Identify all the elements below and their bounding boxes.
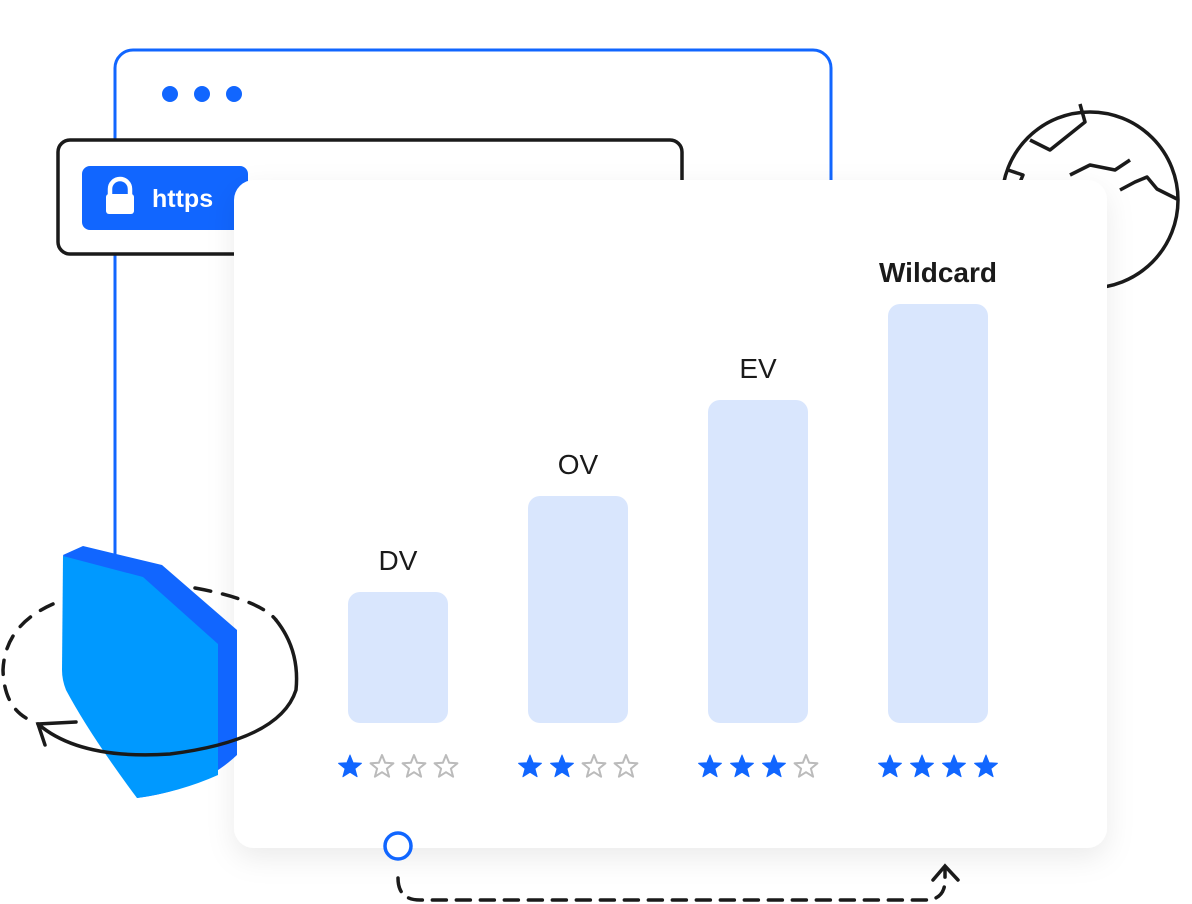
star-filled-icon (910, 754, 934, 778)
bar (888, 304, 988, 723)
window-dots (162, 86, 242, 102)
rotate-arrow-icon (1, 586, 299, 757)
star-empty-icon (793, 754, 819, 778)
certificate-label: EV (739, 353, 777, 384)
flow-connector (396, 863, 960, 902)
star-filled-icon (942, 754, 966, 778)
https-label: https (152, 185, 213, 213)
certificate-wildcard: Wildcard (878, 257, 998, 778)
star-empty-icon (433, 754, 459, 778)
lock-icon (106, 176, 134, 214)
star-filled-icon (550, 754, 574, 778)
star-empty-icon (581, 754, 607, 778)
bar (528, 496, 628, 723)
star-filled-icon (762, 754, 786, 778)
star-filled-icon (518, 754, 542, 778)
certificate-dv: DV (338, 545, 459, 778)
star-empty-icon (613, 754, 639, 778)
certificate-ev: EV (698, 353, 819, 778)
certificate-label: DV (379, 545, 418, 576)
star-filled-icon (338, 754, 362, 778)
certificate-label: OV (558, 449, 599, 480)
star-filled-icon (974, 754, 998, 778)
star-empty-icon (401, 754, 427, 778)
https-badge: https (82, 166, 248, 230)
star-filled-icon (878, 754, 902, 778)
certificate-bars: DV OV EV Wildcard (338, 257, 998, 778)
star-empty-icon (369, 754, 395, 778)
star-filled-icon (698, 754, 722, 778)
connector-start-node (383, 831, 413, 861)
star-filled-icon (730, 754, 754, 778)
bar (708, 400, 808, 723)
certificate-ov: OV (518, 449, 639, 778)
bar (348, 592, 448, 723)
certificate-label: Wildcard (879, 257, 997, 288)
shield-icon (62, 546, 237, 798)
